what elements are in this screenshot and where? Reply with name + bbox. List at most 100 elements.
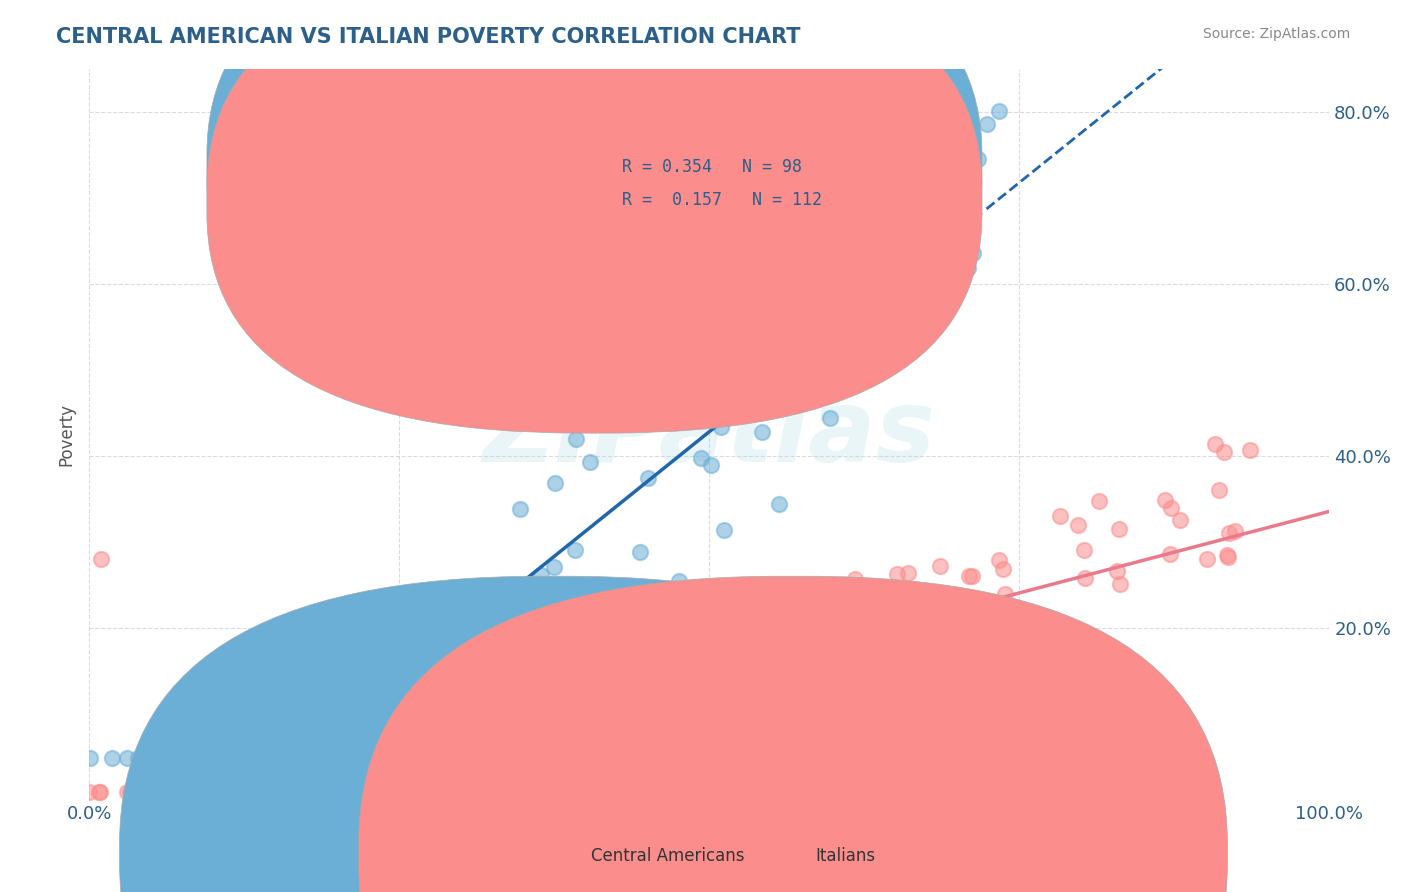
Point (89, 785, 111, 799)
Point (375, 785, 398, 799)
Point (960, 569, 983, 583)
Point (302, 785, 325, 799)
Point (564, 750, 586, 764)
Point (742, 701, 765, 715)
Point (974, 617, 997, 632)
Point (928, 559, 950, 574)
Point (689, 451, 711, 466)
Point (246, 750, 269, 764)
Point (593, 684, 616, 698)
Point (328, 750, 350, 764)
Point (844, 572, 866, 586)
Point (471, 750, 494, 764)
Point (859, 217, 882, 231)
Point (517, 750, 540, 764)
Point (259, 785, 281, 799)
Point (506, 750, 529, 764)
Point (893, 205, 915, 219)
Point (1197, 552, 1219, 566)
Point (1073, 543, 1095, 558)
Point (723, 673, 745, 688)
Point (249, 785, 271, 799)
Point (1208, 483, 1230, 497)
Point (356, 690, 378, 704)
Point (666, 677, 689, 691)
Point (246, 785, 269, 799)
Point (1070, 673, 1092, 687)
Point (359, 785, 381, 799)
Point (879, 678, 901, 692)
Point (803, 392, 825, 406)
FancyBboxPatch shape (207, 0, 981, 434)
FancyBboxPatch shape (548, 135, 920, 237)
Point (204, 785, 226, 799)
Point (1216, 549, 1239, 563)
Text: R =  0.157   N = 112: R = 0.157 N = 112 (623, 191, 823, 210)
Point (290, 785, 312, 799)
Point (498, 725, 520, 739)
Point (474, 690, 496, 704)
Point (478, 711, 501, 725)
Point (366, 762, 388, 776)
Point (768, 497, 790, 511)
Point (1218, 525, 1240, 540)
Point (655, 785, 678, 799)
Point (370, 670, 392, 684)
Point (285, 785, 308, 799)
Point (395, 785, 418, 799)
Point (380, 735, 402, 749)
Point (747, 337, 769, 351)
Point (120, 785, 142, 799)
Point (903, 258, 925, 272)
Point (818, 411, 841, 425)
Point (823, 288, 845, 302)
Point (924, 87, 946, 102)
Point (617, 693, 640, 707)
Point (661, 328, 683, 343)
Text: Source: ZipAtlas.com: Source: ZipAtlas.com (1202, 27, 1350, 41)
Point (229, 785, 252, 799)
Point (534, 581, 557, 595)
Point (1204, 436, 1226, 450)
Point (866, 668, 889, 682)
Point (668, 574, 690, 589)
Point (524, 785, 547, 799)
Point (508, 777, 530, 791)
Point (734, 619, 756, 633)
Point (488, 785, 510, 799)
Point (628, 545, 651, 559)
Point (776, 381, 799, 395)
Point (991, 562, 1014, 576)
Point (346, 650, 368, 665)
Point (987, 103, 1010, 118)
Point (1035, 648, 1057, 663)
Point (966, 152, 988, 166)
Point (1168, 513, 1191, 527)
Point (1067, 518, 1090, 533)
Point (860, 251, 883, 265)
Point (797, 199, 820, 213)
Point (612, 701, 634, 715)
Point (890, 639, 912, 653)
Point (1212, 444, 1234, 458)
Point (994, 587, 1017, 601)
Point (579, 455, 602, 469)
Point (700, 458, 723, 473)
Point (879, 590, 901, 604)
Point (368, 785, 391, 799)
Point (292, 750, 315, 764)
Point (544, 475, 567, 490)
Y-axis label: Poverty: Poverty (58, 403, 75, 466)
Point (269, 750, 291, 764)
Point (101, 750, 124, 764)
Point (297, 750, 319, 764)
Point (149, 750, 172, 764)
Point (429, 785, 451, 799)
Point (335, 785, 357, 799)
Point (509, 501, 531, 516)
Point (201, 750, 224, 764)
Point (706, 405, 728, 419)
Point (924, 87, 946, 102)
Point (790, 675, 813, 690)
Text: CENTRAL AMERICAN VS ITALIAN POVERTY CORRELATION CHART: CENTRAL AMERICAN VS ITALIAN POVERTY CORR… (56, 27, 801, 46)
